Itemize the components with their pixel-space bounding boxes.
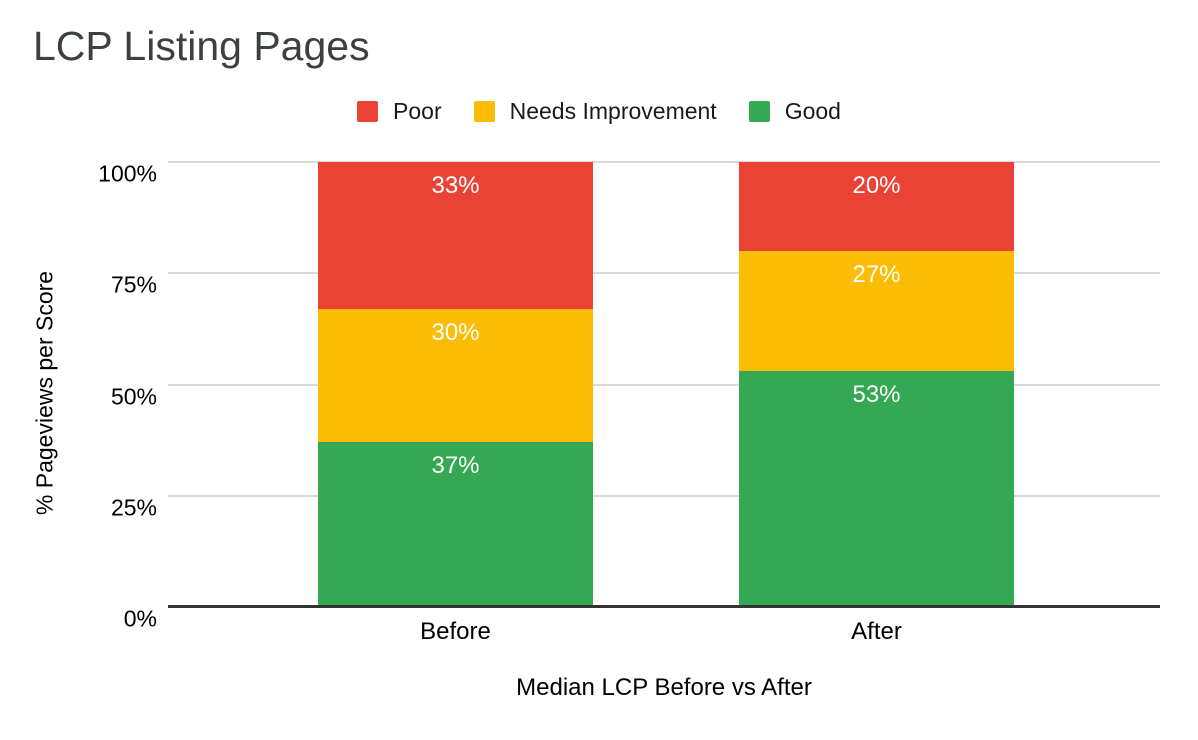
legend-label: Needs Improvement <box>509 97 717 124</box>
value-label-after-needs-improvement: 27% <box>852 261 901 289</box>
y-axis-tick-label: 75% <box>110 271 157 298</box>
legend: Poor Needs Improvement Good <box>0 98 1198 124</box>
y-axis-tick-label: 100% <box>98 160 157 187</box>
gridline-100 <box>168 161 1160 163</box>
x-axis-title: Median LCP Before vs After <box>516 674 812 701</box>
bar-after: 53% 27% 20% <box>739 162 1014 607</box>
segment-before-poor: 33% <box>318 162 593 309</box>
gridline-50 <box>168 383 1160 386</box>
x-axis-line <box>168 605 1160 608</box>
value-label-before-needs-improvement: 30% <box>431 318 480 346</box>
value-label-after-poor: 20% <box>852 172 901 200</box>
chart-title: LCP Listing Pages <box>33 23 370 69</box>
segment-after-poor: 20% <box>739 162 1014 252</box>
bar-before: 37% 30% 33% <box>318 162 593 607</box>
legend-swatch-poor <box>357 100 379 122</box>
legend-item-good: Good <box>748 97 841 125</box>
value-label-before-good: 37% <box>431 452 480 480</box>
plot-area: 0% 25% 50% 75% 100% 37% 30% 33% Before 53% 27% 20% A… <box>98 161 1160 645</box>
segment-after-good: 53% <box>739 371 1014 607</box>
gridline-25 <box>168 494 1160 497</box>
y-axis-tick-label: 25% <box>110 494 157 521</box>
y-axis-title: % Pageviews per Score <box>31 270 58 516</box>
legend-item-needs-improvement: Needs Improvement <box>473 97 717 125</box>
y-axis-tick-label: 50% <box>110 383 157 409</box>
legend-item-poor: Poor <box>357 98 442 125</box>
gridline-75 <box>168 272 1160 275</box>
segment-before-good: 37% <box>318 442 593 607</box>
x-axis-tick-label: Before <box>420 618 491 645</box>
value-label-before-poor: 33% <box>431 172 480 200</box>
segment-before-needs-improvement: 30% <box>318 308 593 443</box>
legend-swatch-good <box>748 100 770 122</box>
legend-swatch-needs-improvement <box>473 100 495 122</box>
y-axis-tick-label: 0% <box>123 605 157 632</box>
x-axis-tick-label: After <box>851 618 902 645</box>
legend-label: Good <box>784 97 841 124</box>
value-label-after-good: 53% <box>852 381 901 409</box>
segment-after-needs-improvement: 27% <box>739 251 1014 372</box>
legend-label: Poor <box>393 97 442 124</box>
